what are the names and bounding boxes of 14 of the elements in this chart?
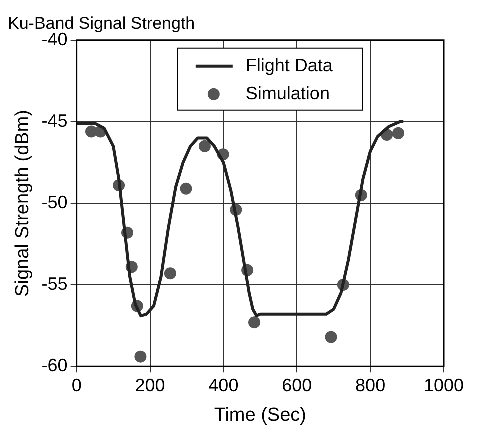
legend-label: Simulation bbox=[246, 83, 330, 104]
y-axis-title: Signal Strength (dBm) bbox=[12, 110, 34, 297]
x-tick-label: 400 bbox=[208, 375, 239, 396]
x-tick-label: 800 bbox=[356, 375, 386, 396]
x-tick-label: 1000 bbox=[424, 375, 464, 396]
y-tick-label: -50 bbox=[42, 192, 68, 212]
legend-label: Flight Data bbox=[246, 55, 334, 76]
x-tick-label: 600 bbox=[282, 375, 312, 396]
y-tick-label: -60 bbox=[42, 356, 68, 376]
y-tick-label: -55 bbox=[42, 274, 68, 294]
x-axis-title: Time (Sec) bbox=[214, 404, 307, 426]
x-tick-label: 200 bbox=[135, 375, 166, 396]
x-tick-label: 0 bbox=[72, 375, 82, 396]
y-tick-label: -45 bbox=[42, 110, 68, 131]
